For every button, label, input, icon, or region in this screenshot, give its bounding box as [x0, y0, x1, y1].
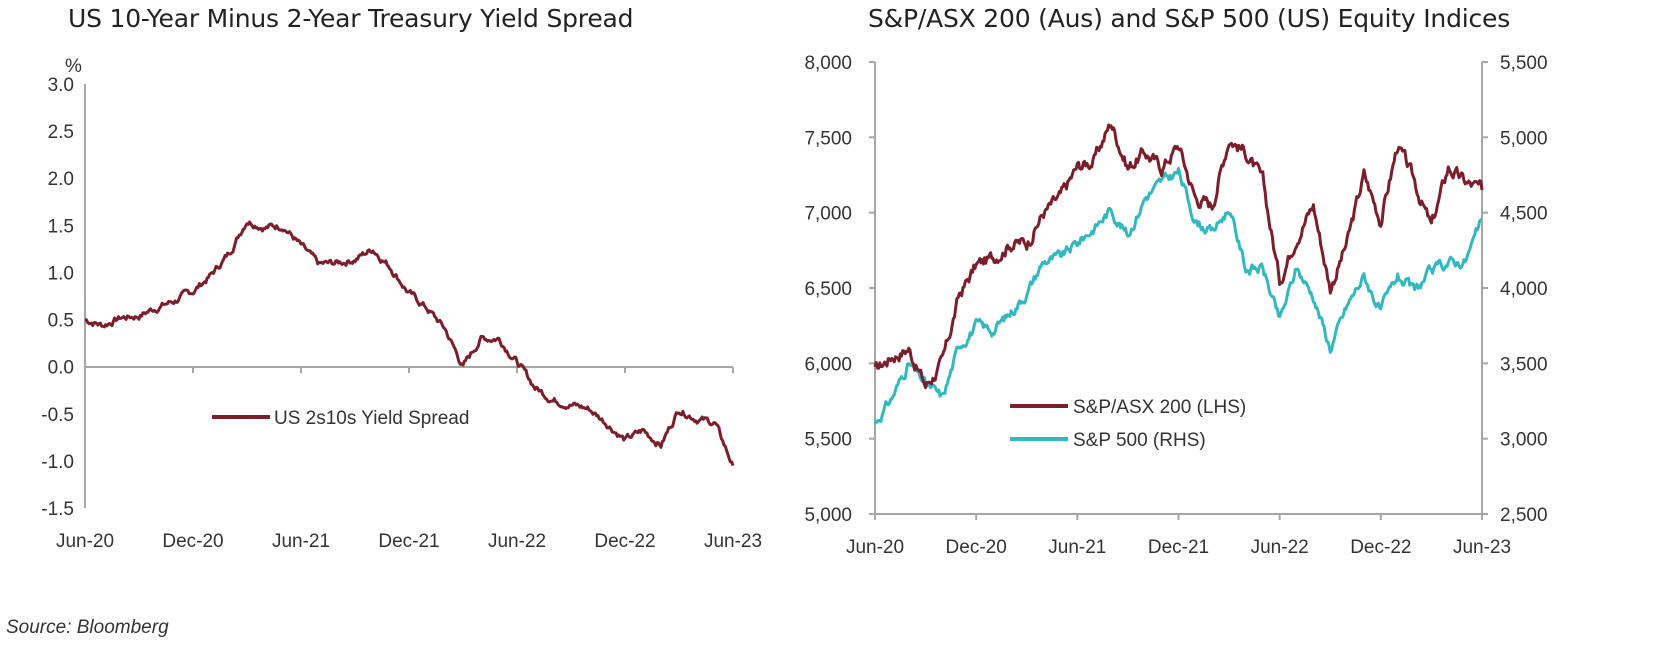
right-series-line-sp500 — [873, 166, 1483, 425]
right-series-group — [873, 123, 1484, 425]
right-left-y-tick-label: 6,000 — [804, 354, 852, 375]
left-x-tick-label: Dec-21 — [378, 531, 439, 552]
right-legend-label-sp500: S&P 500 (RHS) — [1073, 430, 1206, 451]
right-x-tick-label: Jun-20 — [846, 537, 904, 558]
left-legend-label: US 2s10s Yield Spread — [274, 408, 469, 429]
left-x-tick-label: Dec-20 — [162, 531, 223, 552]
left-x-tick-label: Jun-21 — [272, 531, 330, 552]
left-y-tick-label: 0.5 — [48, 311, 74, 332]
left-y-unit: % — [65, 56, 82, 77]
right-left-y-tick-label: 5,000 — [804, 505, 852, 526]
left-x-tick-label: Jun-22 — [488, 531, 546, 552]
right-left-y-tick-label: 6,500 — [804, 279, 852, 300]
right-left-y-tick-label: 5,500 — [804, 430, 852, 451]
left-y-tick-label: -1.0 — [41, 452, 74, 473]
right-right-y-tick-label: 5,500 — [1500, 53, 1548, 74]
left-y-tick-label: 3.0 — [48, 75, 74, 96]
chart-title-right: S&P/ASX 200 (Aus) and S&P 500 (US) Equit… — [868, 4, 1511, 33]
right-x-tick-label: Dec-21 — [1148, 537, 1209, 558]
left-x-tick-label: Jun-20 — [56, 531, 114, 552]
right-series-line-asx200 — [873, 123, 1484, 390]
right-x-ticks: Jun-20 Dec-20 Jun-21 Dec-21 Jun-22 Dec-22 Jun-… — [846, 514, 1511, 558]
left-y-tick-label: 2.0 — [48, 169, 74, 190]
left-y-tick-label: -0.5 — [41, 405, 74, 426]
left-y-tick-label: -1.5 — [41, 499, 74, 520]
chart-title-left: US 10-Year Minus 2-Year Treasury Yield S… — [68, 4, 634, 33]
left-x-tick-label: Jun-23 — [704, 531, 762, 552]
right-right-y-tick-label: 3,000 — [1500, 430, 1548, 451]
right-x-tick-label: Jun-22 — [1251, 537, 1309, 558]
left-y-tick-label: 1.5 — [48, 216, 74, 237]
right-x-tick-label: Dec-20 — [946, 537, 1007, 558]
right-right-y-ticks: 5,500 5,000 4,500 4,000 3,500 3,000 2,500 — [1482, 53, 1548, 526]
left-y-tick-label: 0.0 — [48, 358, 74, 379]
source-note: Source: Bloomberg — [6, 617, 169, 638]
right-right-y-tick-label: 5,000 — [1500, 128, 1548, 149]
right-right-y-tick-label: 4,500 — [1500, 204, 1548, 225]
left-series-group — [84, 220, 735, 467]
left-y-ticks: 3.0 2.5 2.0 1.5 1.0 0.5 0.0 -0.5 -1.0 -1.5 — [41, 75, 74, 520]
right-x-tick-label: Jun-21 — [1048, 537, 1106, 558]
right-x-tick-label: Dec-22 — [1350, 537, 1411, 558]
left-y-tick-label: 2.5 — [48, 122, 74, 143]
right-legend-label-asx: S&P/ASX 200 (LHS) — [1073, 397, 1246, 418]
left-x-tick-label: Dec-22 — [594, 531, 655, 552]
right-left-y-tick-label: 8,000 — [804, 53, 852, 74]
right-right-y-tick-label: 3,500 — [1500, 354, 1548, 375]
right-x-tick-label: Jun-23 — [1453, 537, 1511, 558]
left-y-tick-label: 1.0 — [48, 263, 74, 284]
right-left-y-ticks: 8,000 7,500 7,000 6,500 6,000 5,500 5,000 — [804, 53, 875, 526]
right-left-y-tick-label: 7,500 — [804, 128, 852, 149]
right-right-y-tick-label: 2,500 — [1500, 505, 1548, 526]
right-left-y-tick-label: 7,000 — [804, 204, 852, 225]
left-series-line-2s10s — [84, 220, 735, 467]
left-x-ticks: Jun-20 Dec-20 Jun-21 Dec-21 Jun-22 Dec-22 Jun-… — [56, 367, 762, 552]
right-right-y-tick-label: 4,000 — [1500, 279, 1548, 300]
